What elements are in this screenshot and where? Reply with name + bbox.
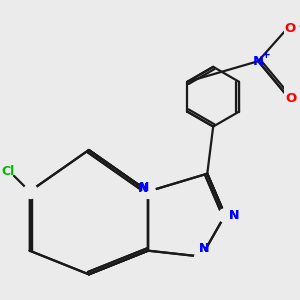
Text: N: N (229, 208, 239, 222)
Text: +: + (262, 50, 271, 60)
Text: N: N (138, 182, 148, 195)
Text: N: N (253, 55, 264, 68)
Text: N: N (199, 242, 209, 255)
Text: -: - (299, 20, 300, 33)
Text: N: N (229, 208, 239, 222)
Text: Cl: Cl (2, 165, 15, 178)
Text: O: O (286, 92, 297, 105)
Text: O: O (284, 22, 296, 35)
Text: N: N (139, 181, 149, 194)
Text: N: N (199, 242, 209, 255)
